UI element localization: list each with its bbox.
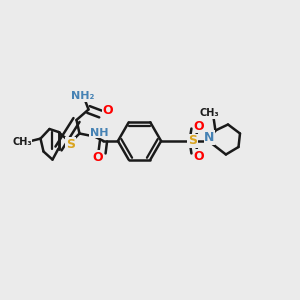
Text: O: O	[194, 149, 204, 163]
Text: S: S	[188, 134, 197, 148]
Text: NH: NH	[90, 128, 108, 138]
Text: O: O	[92, 151, 103, 164]
Text: CH₃: CH₃	[12, 136, 32, 147]
Text: CH₃: CH₃	[199, 108, 219, 118]
Text: NH₂: NH₂	[71, 91, 94, 101]
Text: N: N	[204, 131, 214, 144]
Text: S: S	[66, 137, 75, 151]
Text: O: O	[103, 104, 113, 118]
Text: O: O	[194, 119, 204, 133]
